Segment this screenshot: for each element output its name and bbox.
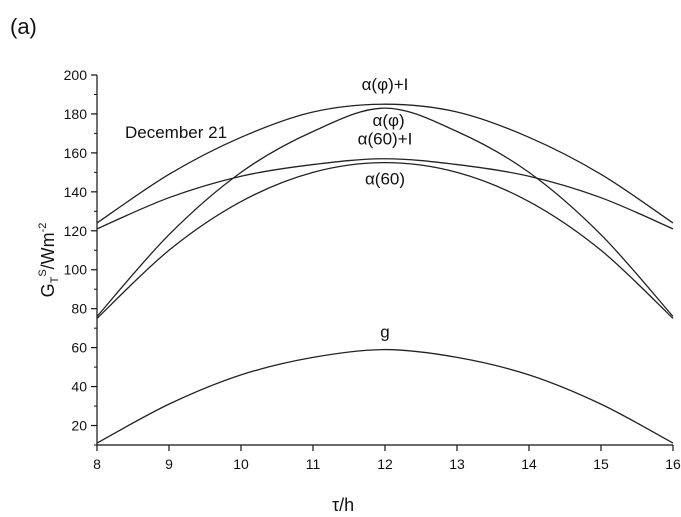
x-tick-label: 11 xyxy=(306,456,321,472)
x-tick-label: 13 xyxy=(449,456,465,472)
x-tick-label: 14 xyxy=(521,456,537,472)
y-tick-label: 180 xyxy=(64,106,88,122)
x-tick-label: 15 xyxy=(593,456,609,472)
series-line-3 xyxy=(96,161,674,319)
x-axis-title: τ/h xyxy=(332,495,354,515)
series-line-4 xyxy=(96,348,674,444)
x-tick-label: 8 xyxy=(93,456,101,472)
x-tick-label: 9 xyxy=(165,456,173,472)
series-line-2 xyxy=(96,158,674,230)
series-line-0 xyxy=(96,103,674,224)
y-tick-label: 40 xyxy=(71,379,87,395)
y-tick-label: 200 xyxy=(64,67,88,83)
series-label-3: α(60) xyxy=(365,170,405,189)
y-tick-label: 60 xyxy=(71,340,87,356)
panel-label: (a) xyxy=(10,14,37,39)
series-line-1 xyxy=(96,107,674,317)
y-axis-title: GTS/Wm-2 xyxy=(37,223,61,298)
x-tick-label: 12 xyxy=(377,456,393,472)
y-tick-label: 120 xyxy=(64,223,88,239)
y-tick-label: 140 xyxy=(64,184,88,200)
x-tick-label: 16 xyxy=(665,456,681,472)
y-tick-label: 20 xyxy=(71,418,87,434)
x-tick-label: 10 xyxy=(233,456,249,472)
y-tick-label: 100 xyxy=(64,262,88,278)
y-tick-label: 160 xyxy=(64,145,88,161)
y-tick-label: 80 xyxy=(71,301,87,317)
annotation-december: December 21 xyxy=(125,123,227,142)
series-label-4: g xyxy=(380,323,389,342)
series-label-2: α(60)+I xyxy=(358,130,413,149)
series-label-0: α(φ)+I xyxy=(362,75,409,94)
series-label-1: α(φ) xyxy=(373,111,405,130)
